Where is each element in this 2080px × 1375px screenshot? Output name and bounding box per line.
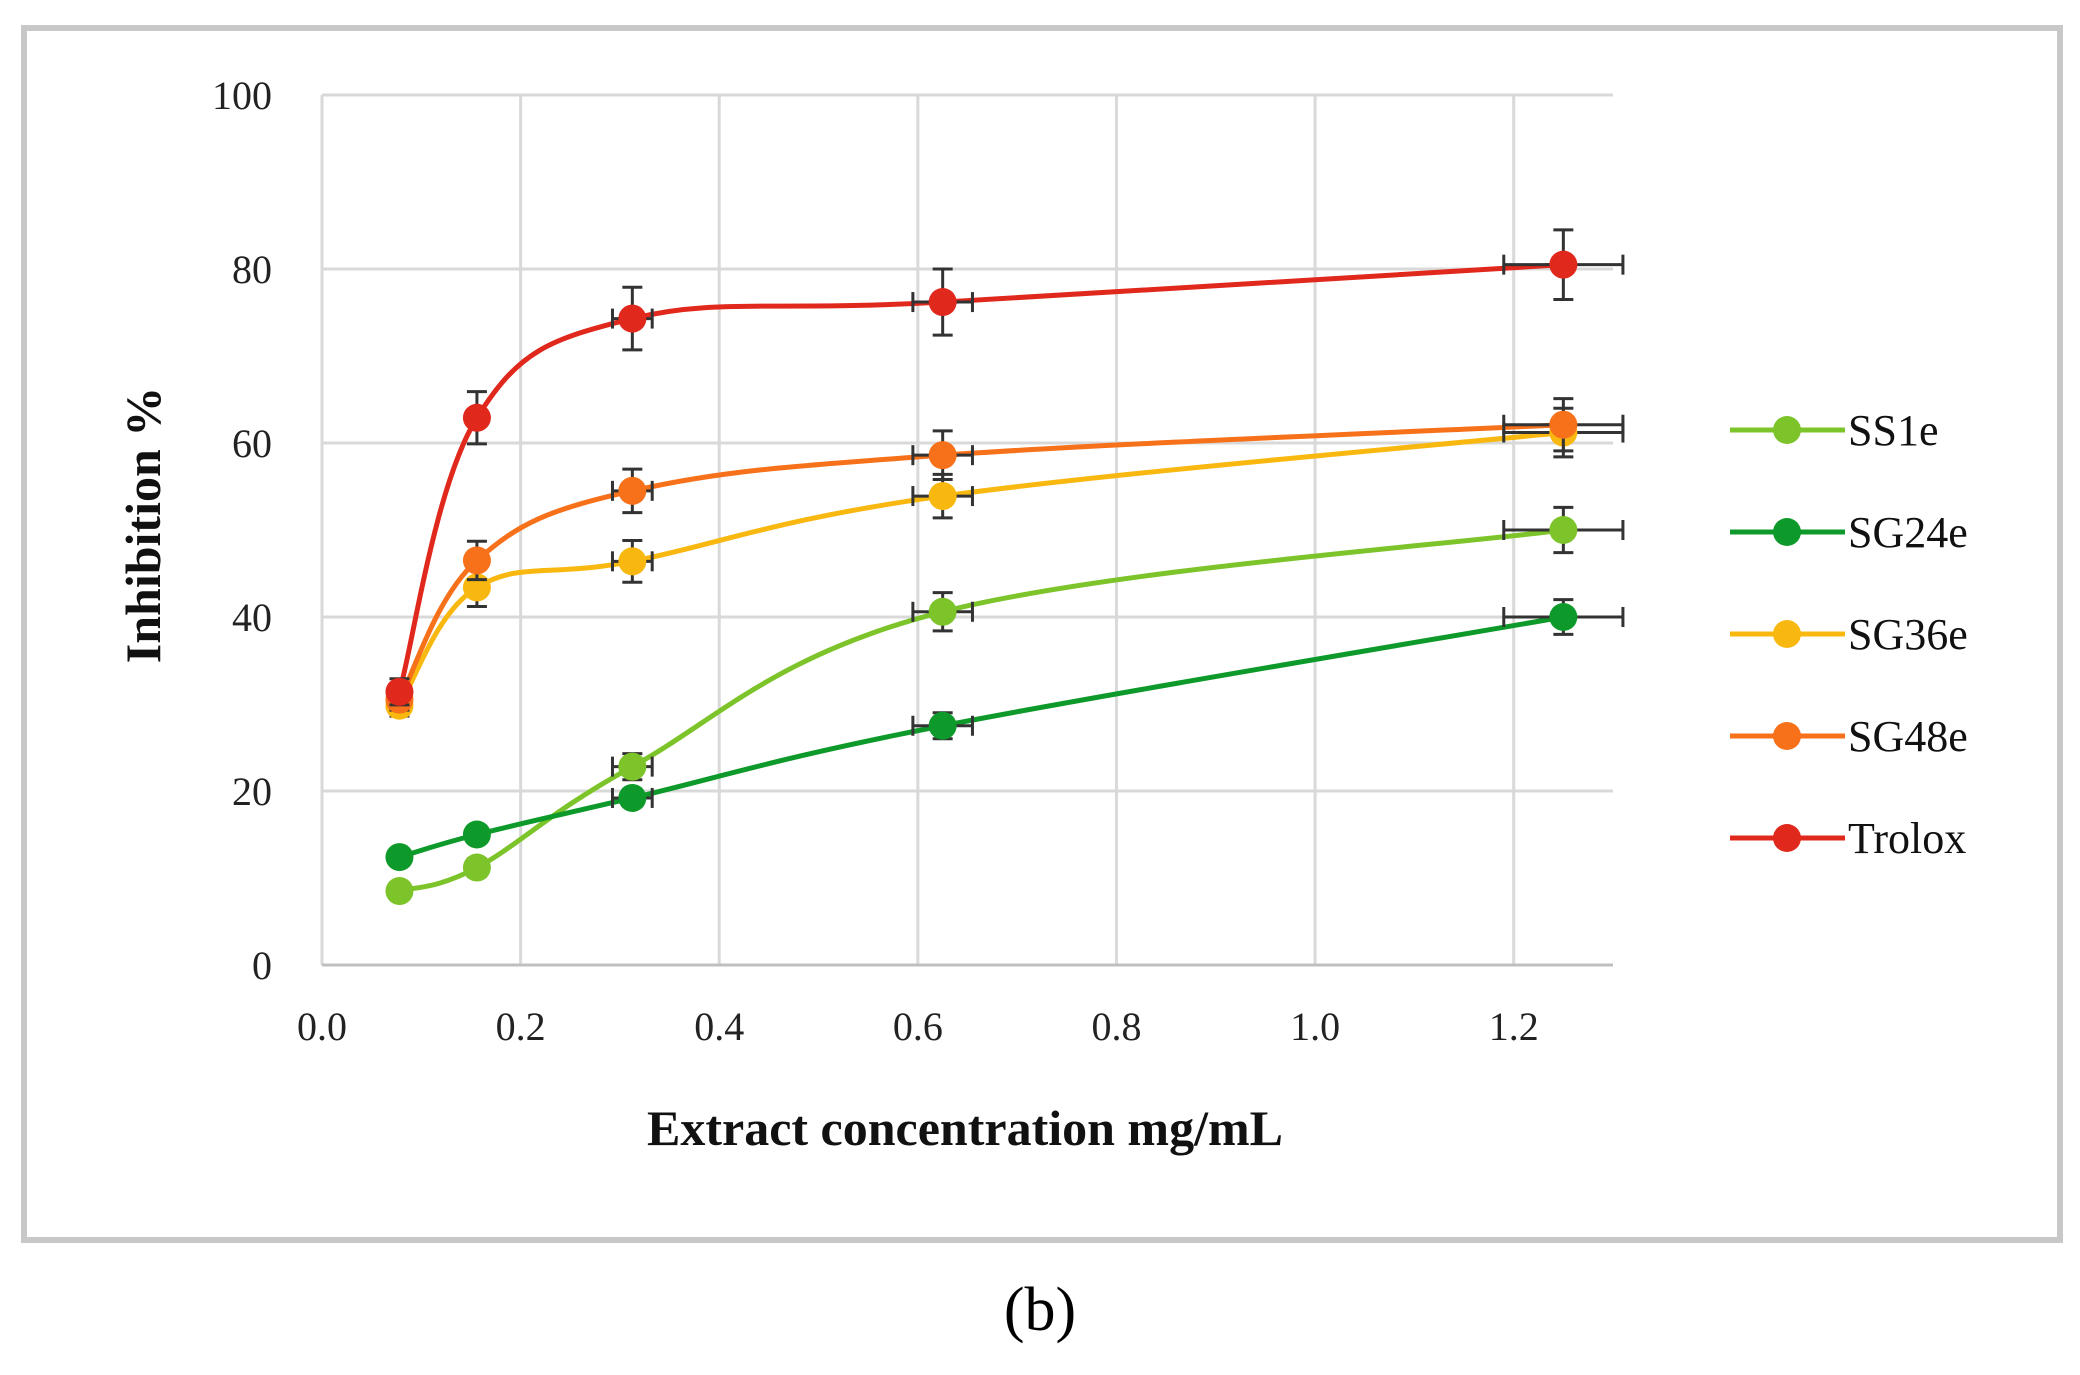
series-sg24e <box>385 598 1625 872</box>
series-lines <box>385 228 1625 906</box>
legend-marker <box>1773 722 1801 750</box>
x-tick-labels: 0.0 0.2 0.4 0.6 0.8 1.0 1.2 <box>297 1004 1539 1049</box>
legend: SS1e SG24e SG36e SG48e Trolox <box>1730 406 1968 863</box>
legend-label: SG48e <box>1848 712 1968 761</box>
legend-item-sg24e: SG24e <box>1730 508 1968 557</box>
marker-trolox <box>462 403 491 432</box>
chart-frame <box>21 25 2063 1243</box>
series-trolox <box>385 228 1625 707</box>
x-axis-title: Extract concentration mg/mL <box>647 1100 1283 1156</box>
marker-trolox <box>385 677 414 706</box>
y-tick-label: 80 <box>232 247 272 292</box>
legend-marker <box>1773 518 1801 546</box>
marker-sg48e <box>618 476 647 505</box>
legend-item-sg48e: SG48e <box>1730 712 1968 761</box>
legend-item-sg36e: SG36e <box>1730 610 1968 659</box>
marker-ss1e <box>462 853 491 882</box>
legend-marker <box>1773 416 1801 444</box>
marker-sg24e <box>385 843 414 872</box>
marker-sg48e <box>928 441 957 470</box>
legend-item-ss1e: SS1e <box>1730 406 1938 455</box>
x-tick-label: 0.2 <box>496 1004 546 1049</box>
marker-sg48e <box>462 546 491 575</box>
x-tick-label: 0.4 <box>694 1004 744 1049</box>
series-ss1e <box>385 505 1625 906</box>
marker-sg24e <box>618 783 647 812</box>
marker-sg36e <box>928 482 957 511</box>
figure-caption: (b) <box>1004 1276 1076 1344</box>
x-tick-label: 0.6 <box>893 1004 943 1049</box>
line-trolox <box>397 262 1564 693</box>
y-tick-label: 0 <box>252 943 272 988</box>
marker-ss1e <box>928 597 957 626</box>
x-tick-label: 0.0 <box>297 1004 347 1049</box>
x-tick-label: 0.8 <box>1091 1004 1141 1049</box>
y-tick-label: 100 <box>212 73 272 118</box>
marker-sg36e <box>618 547 647 576</box>
legend-label: Trolox <box>1848 814 1966 863</box>
marker-sg24e <box>462 820 491 849</box>
y-tick-label: 40 <box>232 595 272 640</box>
legend-label: SS1e <box>1848 406 1938 455</box>
marker-sg24e <box>1549 603 1578 631</box>
x-tick-label: 1.2 <box>1489 1004 1539 1049</box>
y-axis-title: Inhibition % <box>115 387 171 664</box>
legend-label: SG36e <box>1848 610 1968 659</box>
legend-marker <box>1773 620 1801 648</box>
marker-sg48e <box>1549 410 1578 439</box>
marker-ss1e <box>385 877 414 906</box>
y-tick-label: 20 <box>232 769 272 814</box>
gridlines <box>320 93 1613 967</box>
marker-ss1e <box>1549 516 1578 544</box>
marker-trolox <box>618 304 647 333</box>
marker-sg24e <box>928 711 957 740</box>
y-tick-labels: 0 20 40 60 80 100 <box>212 73 272 988</box>
legend-marker <box>1773 824 1801 852</box>
x-tick-label: 1.0 <box>1290 1004 1340 1049</box>
marker-ss1e <box>618 752 647 781</box>
y-tick-label: 60 <box>232 421 272 466</box>
legend-item-trolox: Trolox <box>1730 814 1966 863</box>
legend-label: SG24e <box>1848 508 1968 557</box>
marker-trolox <box>928 288 957 317</box>
marker-trolox <box>1549 250 1578 279</box>
